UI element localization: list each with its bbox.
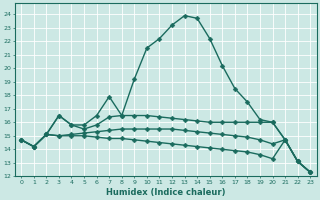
X-axis label: Humidex (Indice chaleur): Humidex (Indice chaleur) — [106, 188, 226, 197]
